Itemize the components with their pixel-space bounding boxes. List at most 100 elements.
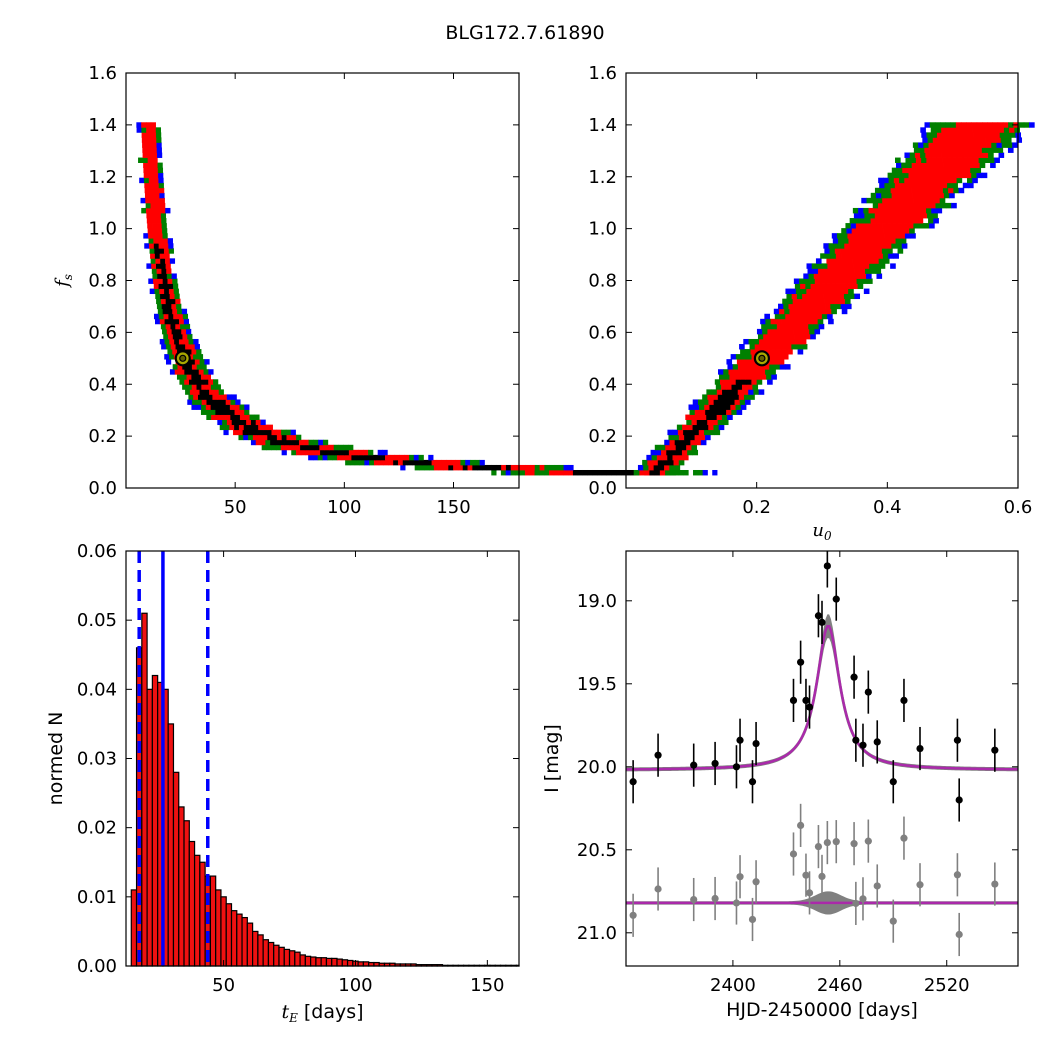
heatmap-cell bbox=[794, 308, 801, 315]
histogram-bar bbox=[283, 948, 291, 967]
heatmap-cell bbox=[728, 369, 735, 375]
heatmap-cell bbox=[147, 152, 153, 158]
heatmap-cell bbox=[694, 434, 701, 441]
heatmap-cell bbox=[886, 218, 892, 224]
heatmap-cell bbox=[389, 454, 396, 461]
heatmap-cell bbox=[244, 414, 250, 420]
heatmap-cell bbox=[587, 469, 593, 476]
heatmap-cell bbox=[690, 414, 697, 420]
heatmap-cell bbox=[885, 187, 892, 194]
heatmap-cell bbox=[168, 288, 175, 295]
heatmap-cell bbox=[685, 414, 691, 420]
heatmap-cell bbox=[831, 233, 838, 239]
y-tick-label: 0.04 bbox=[77, 679, 117, 700]
heatmap-cell bbox=[775, 344, 782, 350]
heatmap-cell bbox=[231, 394, 237, 400]
heatmap-cell bbox=[687, 449, 693, 456]
heatmap-cell bbox=[894, 233, 901, 239]
heatmap-cell bbox=[191, 364, 198, 370]
heatmap-cell bbox=[874, 263, 881, 269]
heatmap-cell bbox=[828, 268, 835, 274]
heatmap-cell bbox=[249, 414, 255, 420]
heatmap-cell bbox=[813, 298, 820, 305]
heatmap-cell bbox=[515, 464, 521, 471]
heatmap-cell bbox=[888, 228, 894, 234]
heatmap-cell bbox=[931, 207, 937, 214]
heatmap-cell bbox=[185, 344, 191, 350]
heatmap-cell bbox=[754, 369, 761, 375]
heatmap-cell bbox=[166, 328, 173, 335]
heatmap-cell bbox=[474, 459, 481, 466]
heatmap-cell bbox=[233, 429, 239, 436]
heatmap-cell bbox=[147, 147, 153, 153]
heatmap-cell bbox=[935, 202, 942, 209]
figure-title: BLG172.7.61890 bbox=[445, 22, 605, 44]
heatmap-cell bbox=[162, 228, 168, 234]
heatmap-cell bbox=[983, 127, 989, 133]
heatmap-cell bbox=[193, 354, 199, 360]
heatmap-cell bbox=[216, 399, 222, 405]
heatmap-cell bbox=[923, 167, 929, 174]
residual-point bbox=[852, 899, 860, 908]
heatmap-cell bbox=[688, 429, 694, 436]
data-point bbox=[818, 618, 826, 626]
heatmap-cell bbox=[899, 207, 906, 214]
heatmap-cell bbox=[915, 157, 922, 163]
axes-frame bbox=[625, 550, 1019, 967]
heatmap-cell bbox=[891, 218, 898, 224]
residual-point bbox=[873, 882, 881, 890]
heatmap-cell bbox=[909, 177, 916, 184]
heatmap-cell bbox=[695, 414, 702, 420]
heatmap-cell bbox=[921, 132, 927, 138]
heatmap-cell bbox=[167, 308, 173, 315]
heatmap-cell bbox=[154, 248, 160, 254]
heatmap-cell bbox=[142, 142, 148, 148]
heatmap-cell bbox=[170, 323, 176, 330]
heatmap-cell bbox=[965, 142, 971, 148]
heatmap-cell bbox=[220, 414, 226, 420]
heatmap-cell bbox=[832, 238, 839, 244]
heatmap-cell bbox=[812, 293, 819, 300]
heatmap-cell bbox=[956, 127, 963, 133]
heatmap-cell bbox=[280, 444, 287, 451]
heatmap-cell bbox=[186, 349, 192, 355]
heatmap-cell bbox=[882, 197, 888, 204]
heatmap-cell bbox=[957, 132, 964, 138]
heatmap-cell bbox=[455, 459, 461, 466]
heatmap-cell bbox=[218, 389, 224, 395]
heatmap-cell bbox=[850, 273, 856, 279]
heatmap-cell bbox=[370, 454, 376, 461]
heatmap-cell bbox=[688, 404, 695, 410]
heatmap-cell bbox=[285, 444, 291, 451]
heatmap-cell bbox=[726, 384, 732, 390]
best-fit-marker-core bbox=[179, 354, 187, 362]
heatmap-cell bbox=[250, 419, 257, 426]
heatmap-cell bbox=[625, 469, 631, 476]
heatmap-cell bbox=[169, 369, 176, 375]
heatmap-cell bbox=[189, 389, 196, 395]
heatmap-cell bbox=[711, 389, 718, 395]
heatmap-cell bbox=[173, 288, 179, 295]
histogram-bar bbox=[357, 961, 364, 967]
histogram-bar bbox=[331, 957, 338, 967]
heatmap-cell bbox=[677, 454, 684, 461]
heatmap-cell bbox=[154, 197, 161, 204]
heatmap-cell bbox=[819, 303, 826, 310]
heatmap-cell bbox=[746, 379, 752, 385]
heatmap-cell bbox=[882, 223, 888, 229]
heatmap-cell bbox=[165, 258, 171, 264]
heatmap-cell bbox=[793, 278, 800, 284]
heatmap-cell bbox=[1018, 122, 1025, 128]
heatmap-cell bbox=[892, 197, 899, 204]
heatmap-cell bbox=[812, 318, 819, 325]
heatmap-cell bbox=[816, 263, 823, 269]
heatmap-cell bbox=[994, 157, 1000, 163]
heatmap-cell bbox=[676, 449, 683, 456]
heatmap-cell bbox=[855, 273, 862, 279]
histogram-bar bbox=[278, 946, 285, 967]
heatmap-cell bbox=[876, 197, 883, 204]
heatmap-cell bbox=[177, 364, 183, 370]
heatmap-cell bbox=[774, 338, 781, 345]
heatmap-cell bbox=[417, 459, 423, 466]
heatmap-cell bbox=[149, 192, 155, 199]
